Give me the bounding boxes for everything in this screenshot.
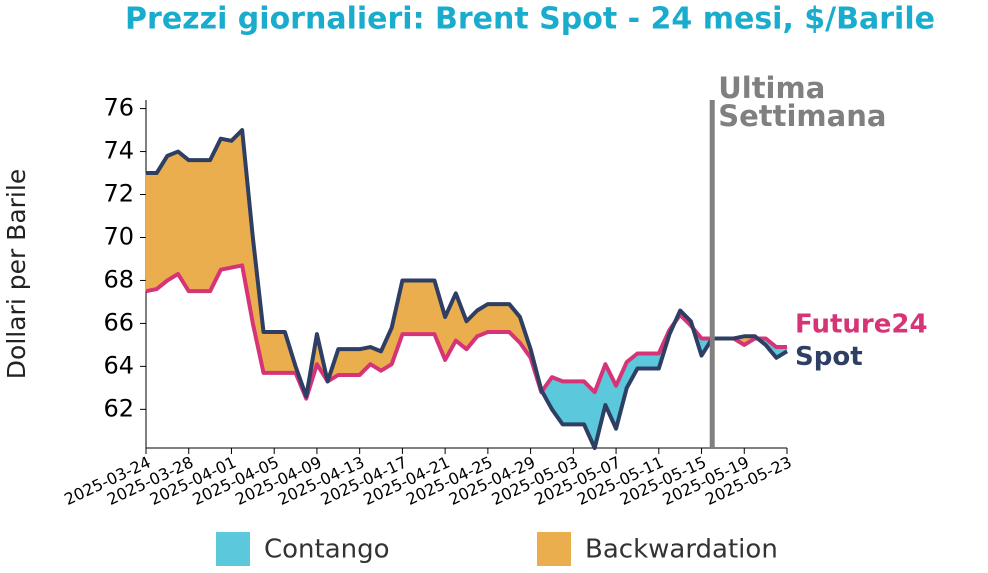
fill-area: [498, 303, 510, 333]
fill-area: [220, 138, 232, 271]
y-tick-label: 72: [103, 180, 134, 208]
fill-area: [338, 348, 350, 376]
fill-area: [412, 280, 425, 335]
y-tick-label: 66: [103, 308, 134, 336]
y-tick-label: 68: [103, 265, 134, 293]
series-label: Spot: [795, 342, 863, 372]
fill-area: [273, 331, 286, 374]
y-tick-label: 70: [103, 222, 134, 250]
y-tick-label: 62: [103, 394, 134, 422]
fill-area: [156, 154, 168, 290]
marker-label: Ultima: [718, 71, 825, 105]
legend-label: Contango: [264, 535, 390, 565]
series-label: Future24: [795, 310, 928, 340]
y-tick-label: 64: [103, 351, 134, 379]
fill-area: [647, 353, 660, 369]
fill-area: [209, 138, 222, 292]
chart-title: Prezzi giornalieri: Brent Spot - 24 mesi…: [125, 2, 935, 37]
fill-area: [487, 303, 499, 333]
fill-area: [167, 151, 179, 281]
fill-area: [263, 331, 275, 374]
y-tick-label: 76: [103, 94, 134, 122]
fill-area: [637, 353, 649, 369]
fill-area: [402, 280, 414, 335]
fill-area: [423, 280, 435, 335]
series-line: [146, 128, 789, 450]
fill-area: [231, 129, 243, 268]
fill-area: [177, 151, 189, 293]
y-tick-label: 74: [103, 137, 134, 165]
y-axis-label: Dollari per Barile: [2, 169, 31, 379]
legend-label: Backwardation: [585, 535, 778, 565]
fill-area: [145, 172, 157, 292]
legend-swatch: [537, 532, 571, 566]
fill-area: [573, 381, 585, 425]
legend-swatch: [216, 532, 250, 566]
marker-label: Settimana: [718, 99, 886, 133]
fill-area: [562, 381, 574, 425]
fill-area: [348, 348, 360, 376]
fill-area: [188, 159, 200, 292]
fill-area: [199, 159, 211, 292]
